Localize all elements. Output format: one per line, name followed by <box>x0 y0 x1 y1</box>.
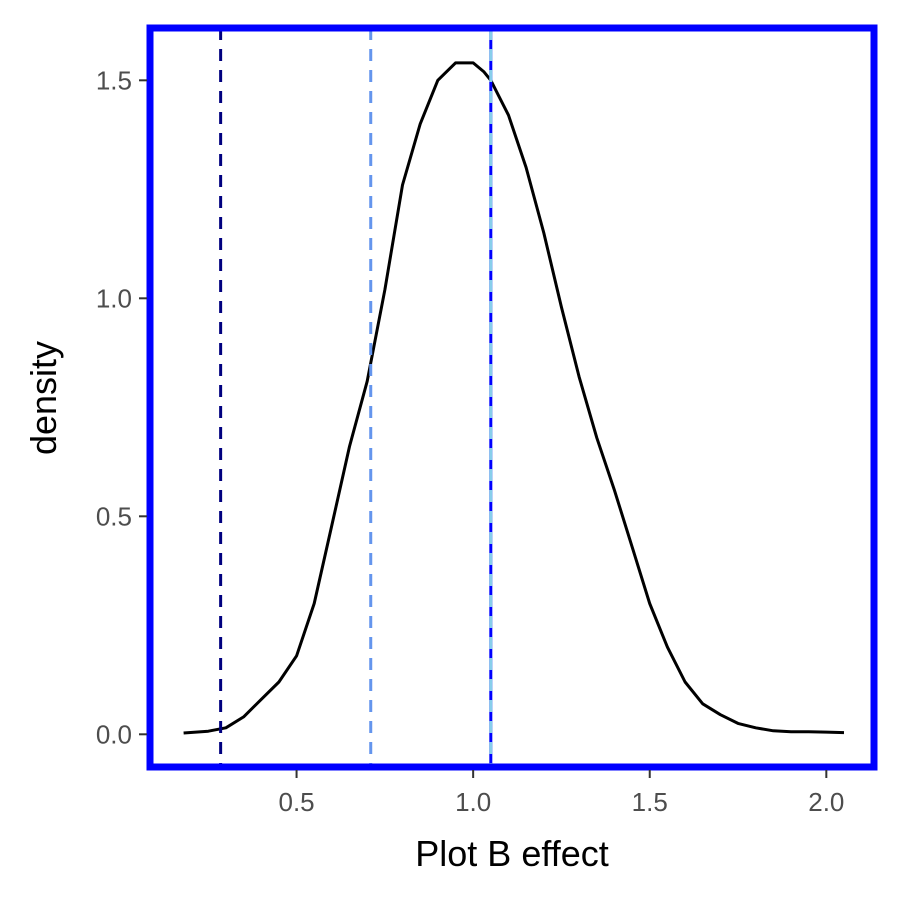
x-tick-label: 0.5 <box>278 787 314 817</box>
y-tick-label: 0.5 <box>96 501 132 531</box>
x-tick-label: 2.0 <box>808 787 844 817</box>
x-axis-title: Plot B effect <box>415 833 608 874</box>
plot-area <box>146 24 878 771</box>
y-tick-label: 0.0 <box>96 719 132 749</box>
x-tick-label: 1.5 <box>632 787 668 817</box>
x-tick-label: 1.0 <box>455 787 491 817</box>
y-axis-title: density <box>23 341 64 455</box>
y-tick-label: 1.0 <box>96 283 132 313</box>
y-tick-label: 1.5 <box>96 65 132 95</box>
x-axis: 0.5 1.0 1.5 2.0 <box>278 770 844 817</box>
density-curve-0 <box>183 61 845 735</box>
y-axis: 0.0 0.5 1.0 1.5 <box>96 65 147 749</box>
plot-frame <box>146 24 878 771</box>
